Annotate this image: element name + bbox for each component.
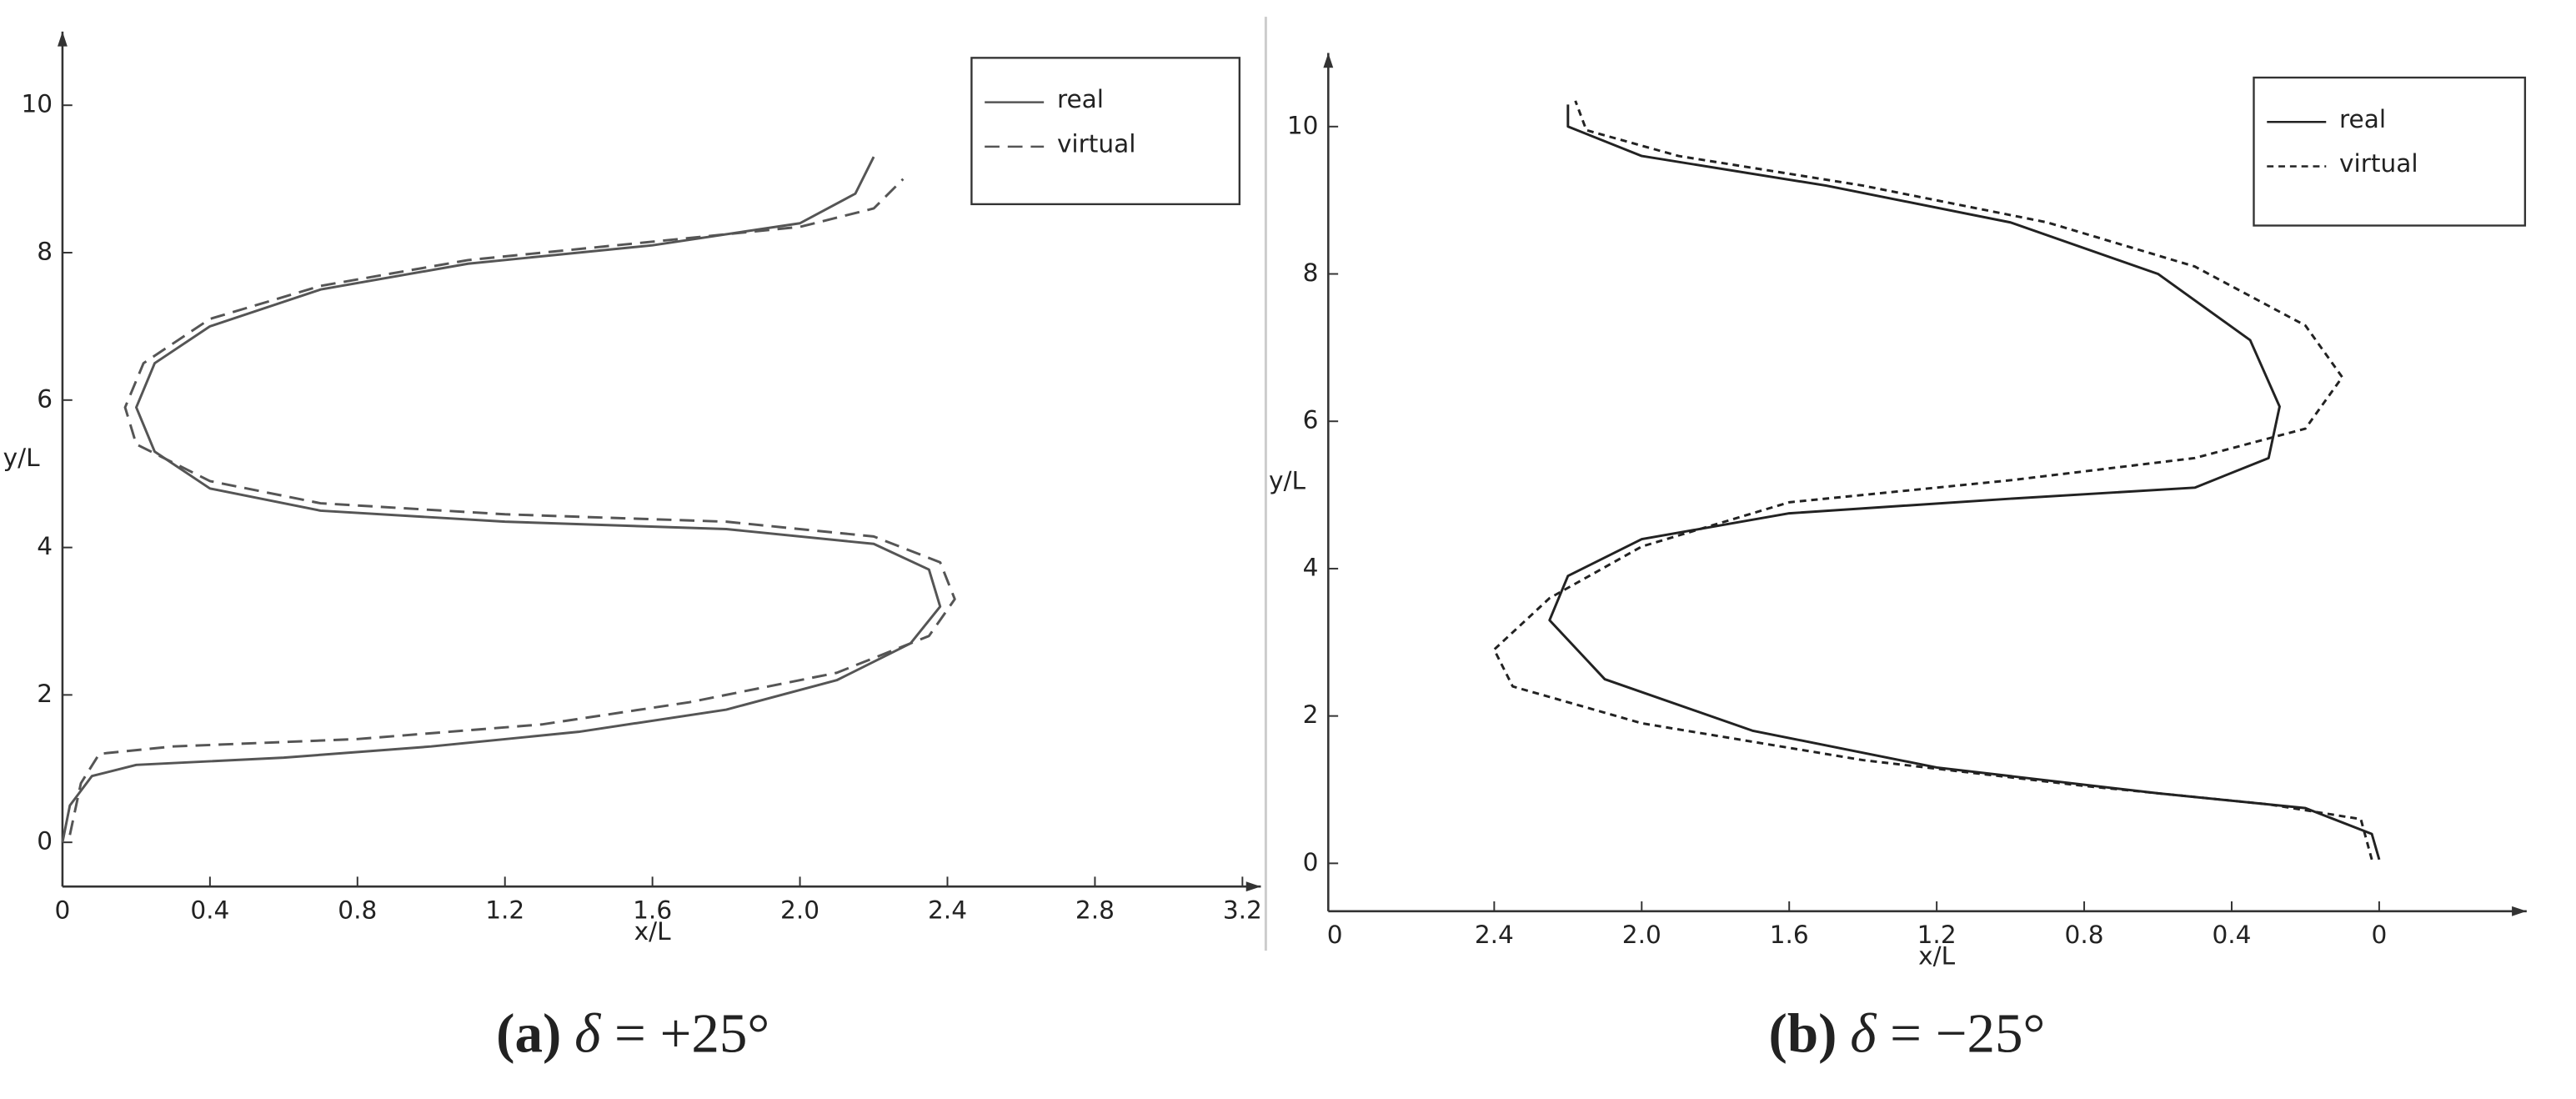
y-arrow (58, 31, 68, 47)
x-tick-label: 1.2 (1917, 921, 1957, 949)
y-tick-label: 6 (1303, 406, 1319, 434)
x-tick-label: 3.2 (1223, 896, 1262, 924)
x-arrow (1245, 881, 1261, 892)
legend-label: virtual (2339, 149, 2418, 178)
x-tick-label: 2.0 (780, 896, 819, 924)
series-line (1492, 100, 2373, 861)
y-tick-label: 10 (21, 90, 53, 118)
caption-text: = −25° (1876, 1002, 2045, 1065)
x-tick-label: 2.4 (928, 896, 967, 924)
x-tick-label: 1.2 (485, 896, 524, 924)
x-tick-label: 1.6 (633, 896, 672, 924)
x-axis-label: x/L (1918, 942, 1955, 971)
series-line (61, 156, 942, 843)
x-tick-label: 0.4 (190, 896, 229, 924)
y-axis-label: y/L (3, 444, 40, 472)
caption-label: (b) (1769, 1002, 1837, 1065)
y-tick-label: 2 (1303, 700, 1319, 729)
caption: (b) δ = −25° (1769, 1002, 2046, 1065)
caption-symbol: δ (574, 1002, 602, 1065)
x-tick-label: 2.4 (1475, 921, 1514, 949)
legend-label: real (2339, 105, 2386, 133)
legend-label: virtual (1057, 129, 1136, 158)
x-tick-label: 0.8 (338, 896, 377, 924)
caption-symbol: δ (1850, 1002, 1877, 1065)
x-tick-label: 0 (2372, 921, 2388, 949)
origin-label: 0 (1327, 921, 1343, 949)
series-line (68, 178, 956, 836)
caption: (a) δ = +25° (496, 1002, 769, 1065)
x-arrow (2512, 906, 2527, 916)
y-arrow (1323, 53, 1334, 68)
y-tick-label: 8 (37, 238, 53, 266)
y-tick-label: 8 (1303, 258, 1319, 287)
y-tick-label: 0 (37, 827, 53, 856)
y-axis-label: y/L (1269, 467, 1306, 495)
y-tick-label: 0 (1303, 848, 1319, 876)
y-tick-label: 4 (1303, 553, 1319, 581)
legend-label: real (1057, 85, 1104, 113)
y-tick-label: 4 (37, 532, 53, 560)
legend-box (970, 57, 1241, 206)
legend-box (2253, 76, 2527, 227)
x-axis-label: x/L (634, 917, 671, 946)
x-tick-label: 0.4 (2212, 921, 2251, 949)
y-tick-label: 10 (1287, 111, 1319, 139)
x-tick-label: 1.6 (1770, 921, 1809, 949)
x-tick-label: 0 (55, 896, 71, 924)
y-tick-label: 6 (37, 384, 53, 413)
caption-label: (a) (496, 1002, 561, 1065)
x-tick-label: 0.8 (2065, 921, 2104, 949)
y-tick-label: 2 (37, 680, 53, 708)
x-tick-label: 2.0 (1622, 921, 1661, 949)
x-tick-label: 2.8 (1075, 896, 1115, 924)
caption-text: = +25° (600, 1002, 769, 1065)
